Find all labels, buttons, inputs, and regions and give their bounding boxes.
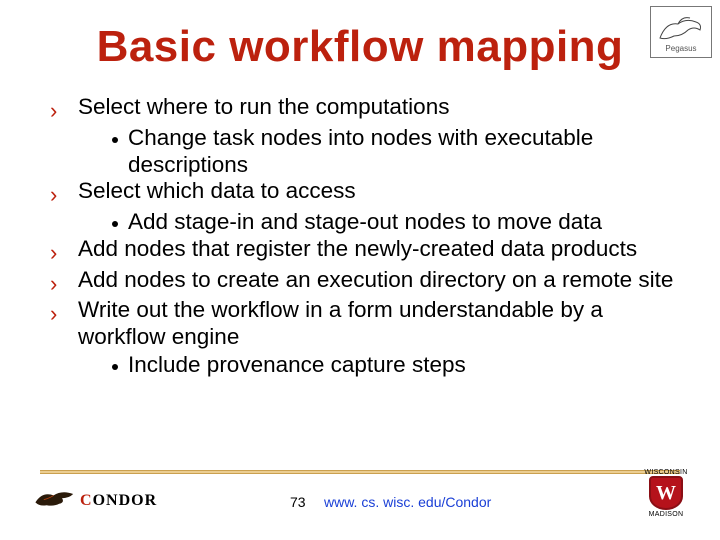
bullet-item: › Select which data to access — [50, 178, 678, 208]
wisc-letter: W — [656, 482, 676, 505]
chevron-icon: › — [50, 240, 64, 266]
sub-bullet-text: Include provenance capture steps — [128, 352, 678, 379]
bullet-item: › Add nodes that register the newly-crea… — [50, 236, 678, 266]
bullet-text: Add nodes that register the newly-create… — [78, 236, 678, 263]
bullet-text: Select where to run the computations — [78, 94, 678, 121]
footer-url: www. cs. wisc. edu/Condor — [324, 494, 491, 510]
bullet-item: › Write out the workflow in a form under… — [50, 297, 678, 350]
sub-bullet-item: Change task nodes into nodes with execut… — [112, 125, 678, 178]
condor-wordmark: CONDOR — [80, 492, 157, 510]
page-number: 73 — [290, 494, 306, 510]
sub-bullet-item: Add stage-in and stage-out nodes to move… — [112, 209, 678, 236]
dot-icon — [112, 221, 118, 227]
condor-logo: CONDOR — [34, 488, 157, 514]
dot-icon — [112, 364, 118, 370]
sub-bullet-text: Add stage-in and stage-out nodes to move… — [128, 209, 678, 236]
bullet-text: Select which data to access — [78, 178, 678, 205]
pegasus-logo: Pegasus — [650, 6, 712, 58]
sub-bullet-item: Include provenance capture steps — [112, 352, 678, 379]
chevron-icon: › — [50, 98, 64, 124]
pegasus-caption: Pegasus — [665, 44, 696, 53]
page-title: Basic workflow mapping — [28, 22, 692, 72]
wisconsin-logo: WISCONSIN W MADISON — [642, 468, 690, 518]
chevron-icon: › — [50, 271, 64, 297]
divider — [40, 470, 680, 474]
bullet-list: › Select where to run the computations C… — [28, 94, 692, 378]
bullet-item: › Select where to run the computations — [50, 94, 678, 124]
slide: Pegasus Basic workflow mapping › Select … — [0, 0, 720, 540]
sub-bullet-text: Change task nodes into nodes with execut… — [128, 125, 678, 178]
bullet-text: Write out the workflow in a form underst… — [78, 297, 678, 350]
chevron-icon: › — [50, 182, 64, 208]
condor-icon — [34, 488, 76, 514]
wisc-shield-icon: W — [649, 476, 683, 510]
pegasus-icon — [656, 12, 706, 44]
bullet-text: Add nodes to create an execution directo… — [78, 267, 678, 294]
wisc-top-text: WISCONSIN — [642, 469, 690, 476]
bullet-item: › Add nodes to create an execution direc… — [50, 267, 678, 297]
dot-icon — [112, 137, 118, 143]
chevron-icon: › — [50, 301, 64, 327]
wisc-bottom-text: MADISON — [642, 511, 690, 518]
footer: CONDOR 73 www. cs. wisc. edu/Condor WISC… — [0, 466, 720, 526]
